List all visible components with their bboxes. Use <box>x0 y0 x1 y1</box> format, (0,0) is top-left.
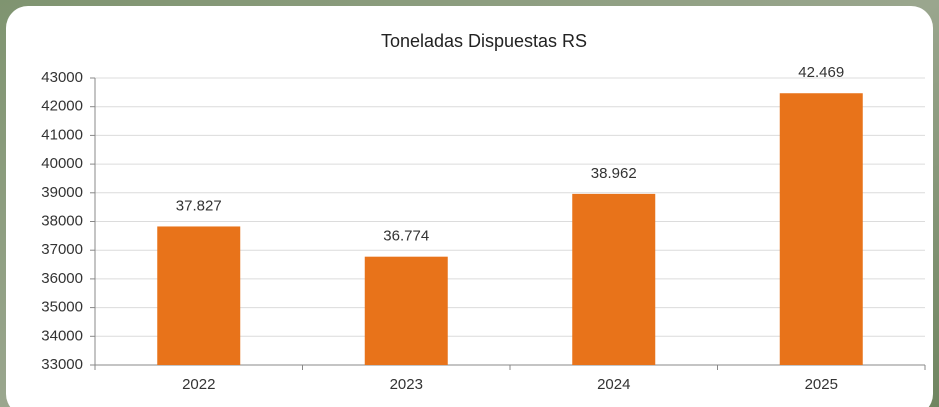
y-tick-label: 43000 <box>41 69 83 86</box>
bar <box>572 193 656 365</box>
bar <box>157 226 241 365</box>
y-tick-label: 37000 <box>41 241 83 258</box>
y-tick-label: 41000 <box>41 126 83 143</box>
y-tick-label: 39000 <box>41 184 83 201</box>
chart-title: Toneladas Dispuestas RS <box>381 31 587 51</box>
y-tick-label: 42000 <box>41 98 83 115</box>
data-label: 37.827 <box>176 197 222 214</box>
y-tick-label: 35000 <box>41 299 83 316</box>
data-label: 42.469 <box>798 64 844 81</box>
bar <box>364 256 448 365</box>
y-tick-label: 36000 <box>41 270 83 287</box>
bar <box>779 93 863 366</box>
data-label: 36.774 <box>383 228 429 245</box>
y-tick-label: 33000 <box>41 356 83 373</box>
x-tick-label: 2024 <box>597 376 630 393</box>
y-tick-label: 38000 <box>41 212 83 229</box>
y-tick-label: 34000 <box>41 327 83 344</box>
x-tick-label: 2025 <box>805 376 838 393</box>
x-tick-label: 2023 <box>390 376 423 393</box>
data-label: 38.962 <box>591 165 637 182</box>
x-tick-label: 2022 <box>182 376 215 393</box>
y-tick-label: 40000 <box>41 155 83 172</box>
